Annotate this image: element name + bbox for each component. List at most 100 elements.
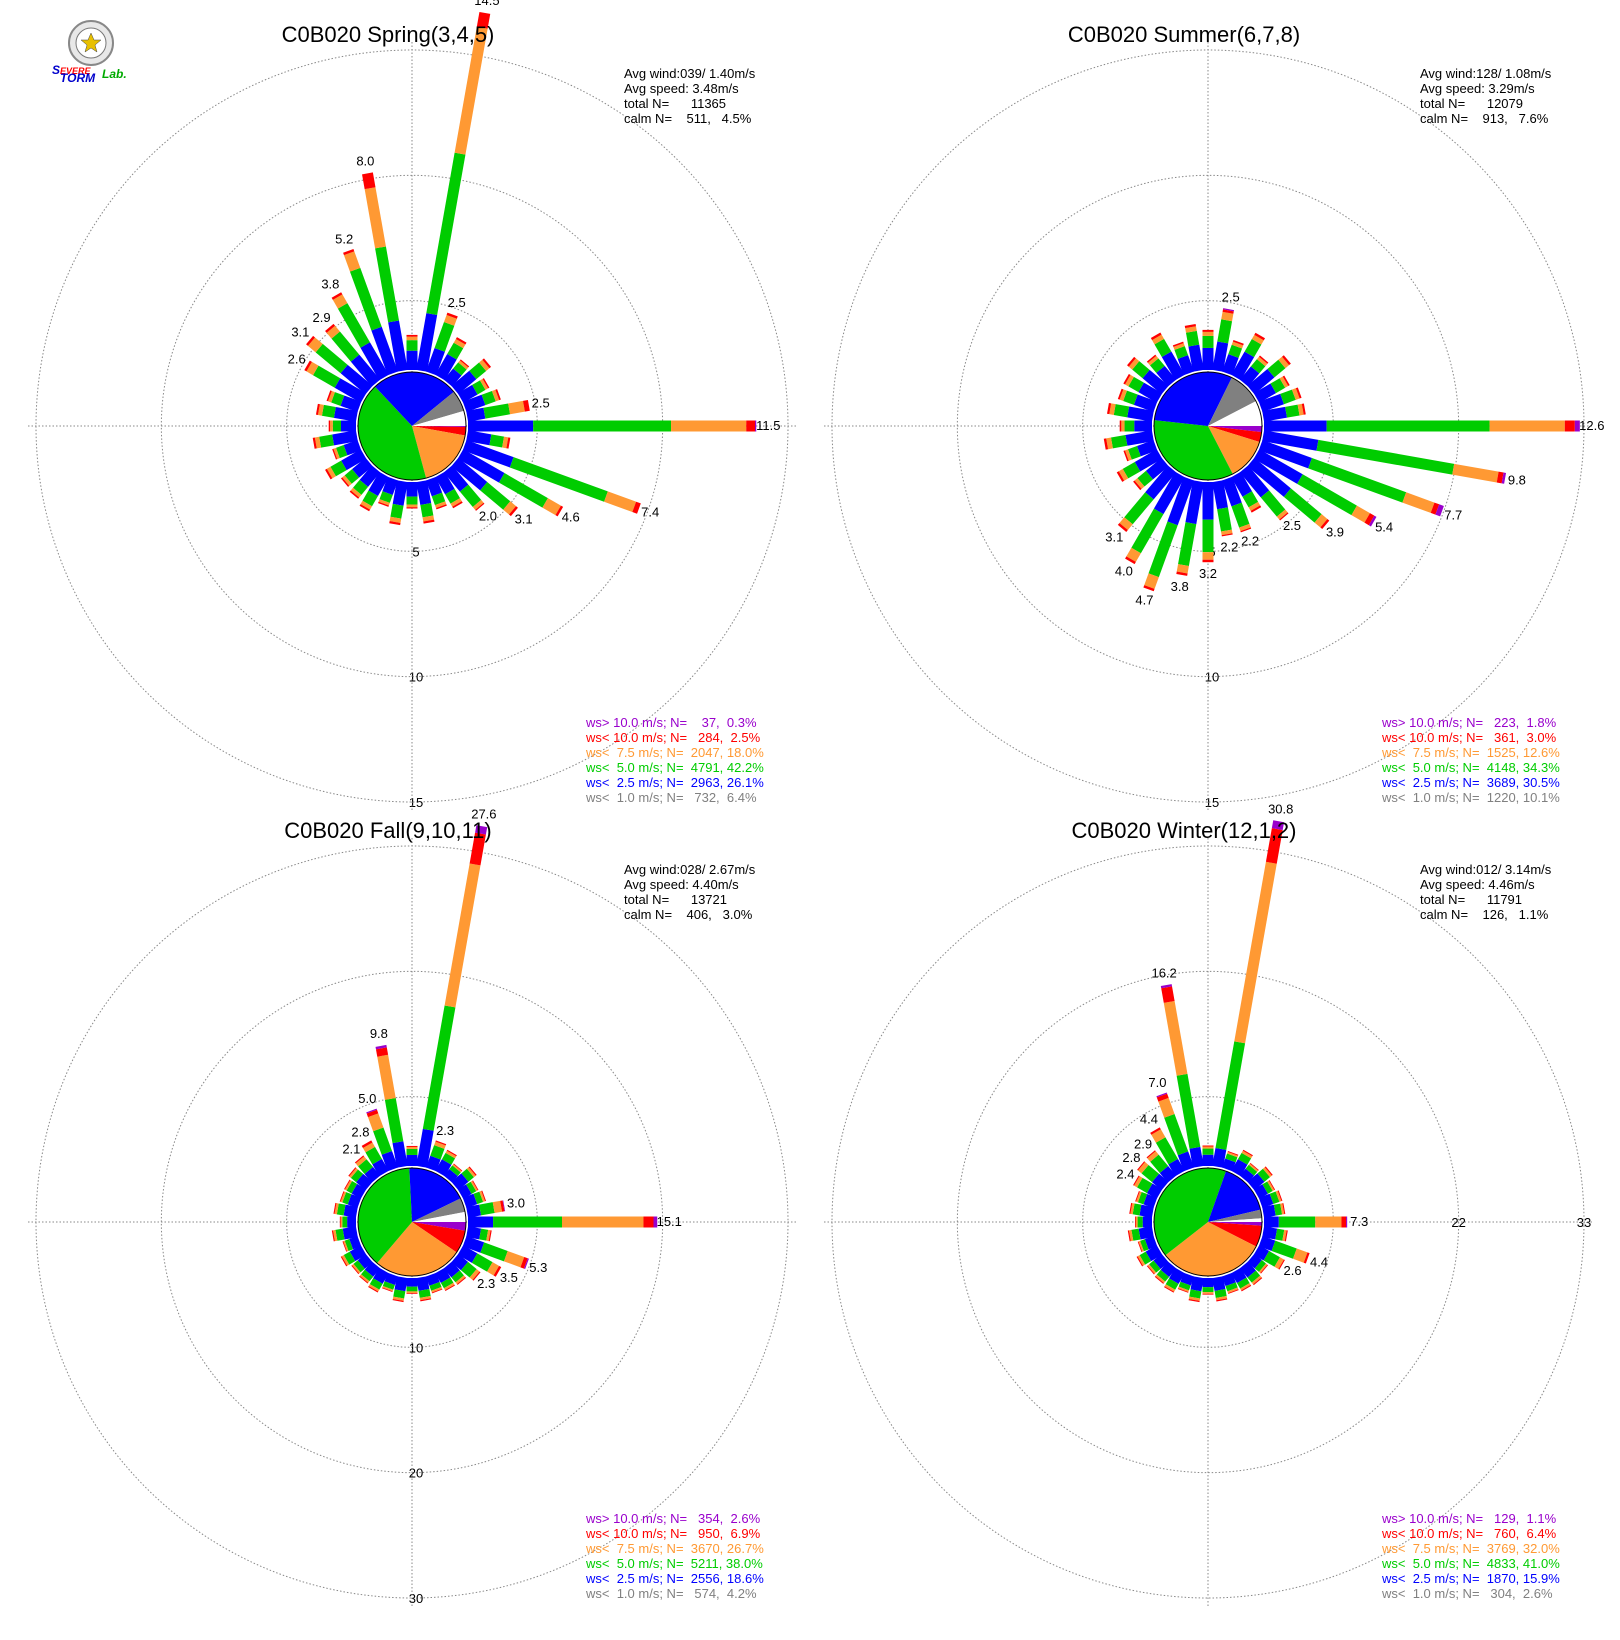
bar-segment-lt10 <box>1123 450 1129 462</box>
ring-label: 30 <box>409 1591 423 1606</box>
windrose-bar-60deg <box>1253 1180 1276 1199</box>
bar-segment-lt5 <box>369 1278 383 1290</box>
bar-segment-lt25 <box>451 457 488 491</box>
bar-segment-lt5 <box>1189 1289 1202 1299</box>
bar-segment-lt10 <box>1303 1252 1310 1264</box>
windrose-bar-10deg <box>1212 308 1235 372</box>
bar-segment-lt10 <box>354 1155 365 1164</box>
ring-label: 15 <box>1205 795 1219 810</box>
windrose-bar-210deg <box>1125 471 1185 565</box>
windrose-bar-220deg <box>1154 1261 1177 1284</box>
pie-outline <box>357 1167 467 1277</box>
windrose-bar-190deg <box>1188 1276 1204 1303</box>
windrose-bar-320deg <box>1146 1150 1177 1183</box>
bar-segment-lt75 <box>455 1275 466 1285</box>
windrose-bar-150deg <box>435 1267 455 1291</box>
bar-value-label: 2.8 <box>1122 1150 1140 1165</box>
bar-segment-lt10 <box>1150 332 1162 341</box>
bar-segment-lt25 <box>457 1184 472 1199</box>
bar-segment-lt5 <box>479 1202 495 1216</box>
logo-wordmark-lab: Lab. <box>102 67 127 81</box>
pie-slice-lt10 <box>412 426 466 436</box>
bar-segment-lt75 <box>306 361 319 376</box>
bar-segment-lt5 <box>1214 1289 1227 1298</box>
bar-segment-lt10 <box>1116 471 1125 482</box>
windrose-bar-10deg <box>416 11 491 372</box>
bar-segment-lt25 <box>1253 1245 1270 1261</box>
bar-segment-lt5 <box>362 490 378 507</box>
windrose-bar-80deg <box>466 1200 506 1218</box>
bar-segment-lt10 <box>359 1275 369 1284</box>
bar-segment-lt5 <box>1140 1239 1149 1252</box>
bar-segment-lt25 <box>1212 1276 1226 1291</box>
windrose-bar-110deg <box>462 1235 529 1270</box>
windrose-bar-120deg <box>457 1245 502 1277</box>
bar-segment-lt5 <box>335 445 348 459</box>
bar-segment-lt75 <box>1185 326 1197 333</box>
windrose-bar-230deg <box>351 1253 373 1275</box>
bar-segment-lt10 <box>493 1265 502 1277</box>
bar-value-label: 2.9 <box>1134 1137 1152 1152</box>
windrose-panel-3: 10 20 30 27.6 2.3 3.0 15.1 5.3 3.5 2.3 2.1 2.8 5.0 9.… <box>28 806 796 1606</box>
bar-segment-lt75 <box>1147 1151 1159 1162</box>
bar-segment-lt10 <box>1254 332 1266 341</box>
bar-segment-lt75 <box>1274 1257 1284 1270</box>
bar-segment-lt25 <box>1146 1183 1163 1199</box>
bar-segment-lt10 <box>1250 505 1262 513</box>
bar-segment-lt25 <box>462 394 486 413</box>
bar-segment-lt5 <box>453 362 467 376</box>
pie-slice-gt10 <box>1208 1222 1262 1226</box>
bar-value-label: 2.0 <box>479 508 497 523</box>
bar-segment-lt75 <box>479 1190 486 1202</box>
bar-segment-lt5 <box>461 1168 474 1182</box>
bar-segment-lt25 <box>1247 457 1291 497</box>
bar-segment-lt10 <box>1430 502 1440 515</box>
bar-segment-lt5 <box>434 322 455 352</box>
bar-segment-lt10 <box>359 504 371 512</box>
bar-segment-lt5 <box>336 1203 346 1216</box>
bar-segment-lt25 <box>462 1235 485 1253</box>
bar-segment-lt75 <box>350 487 362 498</box>
bar-segment-lt25 <box>1145 457 1169 480</box>
bar-segment-lt25 <box>332 430 358 446</box>
bar-segment-lt10 <box>1320 519 1330 530</box>
bar-segment-lt75 <box>542 498 561 516</box>
windrose-bar-310deg <box>348 1167 373 1191</box>
bar-segment-lt5 <box>350 1169 364 1183</box>
bar-segment-lt5 <box>480 1242 508 1262</box>
bar-segment-lt75 <box>389 516 402 523</box>
bar-segment-lt75 <box>1147 355 1159 366</box>
bar-segment-lt75 <box>491 389 500 402</box>
bar-segment-lt10 <box>362 172 376 190</box>
bar-segment-lt5 <box>1263 1250 1280 1267</box>
bar-segment-lt25 <box>1142 369 1169 395</box>
windrose-bar-200deg <box>1143 476 1195 592</box>
bar-value-label: 2.3 <box>477 1276 495 1291</box>
bar-segment-lt75 <box>341 1255 350 1266</box>
bar-segment-lt5 <box>346 1181 358 1194</box>
pie-slice-calm <box>1208 401 1262 426</box>
bar-segment-lt25 <box>343 1204 358 1218</box>
bar-segment-lt25 <box>1221 354 1239 376</box>
windrose-bar-290deg <box>339 1191 362 1209</box>
bar-segment-lt75 <box>1275 1190 1282 1202</box>
windrose-bar-130deg <box>451 457 518 517</box>
windrose-bar-290deg <box>326 390 362 413</box>
bar-segment-lt25 <box>357 1253 373 1269</box>
bar-segment-lt5 <box>352 479 369 495</box>
bar-value-label: 3.1 <box>515 512 533 527</box>
windrose-bar-140deg <box>443 1261 467 1285</box>
bar-segment-lt5 <box>1164 1113 1189 1156</box>
bar-segment-lt25 <box>1151 1173 1169 1191</box>
bar-segment-lt75 <box>1256 356 1268 367</box>
windrose-bar-220deg <box>1117 465 1177 532</box>
bar-segment-lt75 <box>604 491 637 513</box>
bar-segment-lt75 <box>503 501 517 515</box>
bar-segment-lt10 <box>331 292 343 300</box>
bar-segment-lt10 <box>340 477 350 487</box>
windrose-bar-200deg <box>378 476 399 507</box>
bar-segment-lt25 <box>443 465 469 492</box>
bar-segment-lt25 <box>1139 1204 1154 1218</box>
bar-segment-lt75 <box>1137 1162 1149 1174</box>
bar-value-label: 3.0 <box>507 1196 525 1211</box>
